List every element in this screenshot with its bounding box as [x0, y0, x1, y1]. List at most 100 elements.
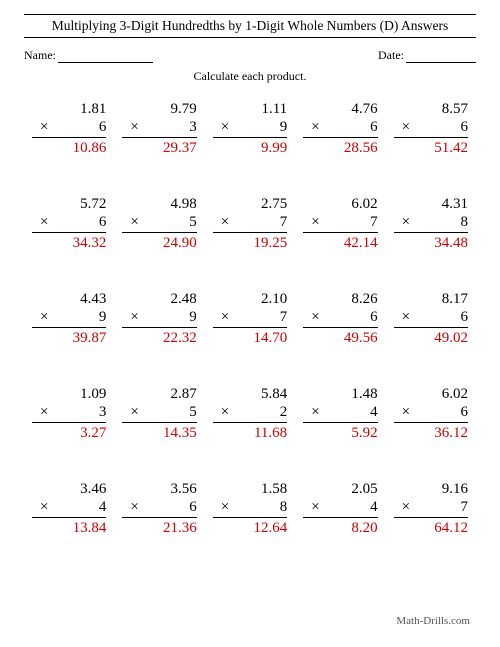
- answer: 51.42: [394, 138, 468, 157]
- answer: 10.86: [32, 138, 106, 157]
- multiply-symbol: ×: [32, 308, 48, 326]
- problem-cell: 9.16×764.12: [394, 480, 468, 537]
- multiplicand: 3.56: [122, 480, 196, 498]
- answer: 42.14: [303, 233, 377, 252]
- multiplier: 9: [189, 309, 197, 325]
- answer: 39.87: [32, 328, 106, 347]
- multiplier-row: ×4: [303, 498, 377, 518]
- multiplier: 8: [461, 214, 469, 230]
- multiplier-row: ×6: [32, 118, 106, 138]
- multiply-symbol: ×: [303, 213, 319, 231]
- answer: 28.56: [303, 138, 377, 157]
- name-field: Name:: [24, 48, 153, 63]
- footer-text: Math-Drills.com: [396, 615, 470, 627]
- multiply-symbol: ×: [32, 213, 48, 231]
- multiplier: 4: [370, 499, 378, 515]
- problem-cell: 8.57×651.42: [394, 100, 468, 157]
- multiply-symbol: ×: [32, 403, 48, 421]
- multiplier: 6: [99, 214, 107, 230]
- multiplier: 6: [99, 119, 107, 135]
- multiply-symbol: ×: [122, 118, 138, 136]
- multiplier: 4: [99, 499, 107, 515]
- problem-cell: 8.17×649.02: [394, 290, 468, 347]
- problem-cell: 1.11×99.99: [213, 100, 287, 157]
- problem-cell: 2.75×719.25: [213, 195, 287, 252]
- multiply-symbol: ×: [394, 498, 410, 516]
- multiplicand: 8.17: [394, 290, 468, 308]
- answer: 11.68: [213, 423, 287, 442]
- multiply-symbol: ×: [122, 403, 138, 421]
- multiplier: 6: [461, 309, 469, 325]
- multiplicand: 1.58: [213, 480, 287, 498]
- multiplicand: 8.57: [394, 100, 468, 118]
- multiplicand: 1.11: [213, 100, 287, 118]
- date-blank[interactable]: [406, 51, 476, 63]
- multiply-symbol: ×: [122, 498, 138, 516]
- problem-cell: 3.56×621.36: [122, 480, 196, 537]
- answer: 24.90: [122, 233, 196, 252]
- multiplicand: 6.02: [394, 385, 468, 403]
- multiplier-row: ×7: [303, 213, 377, 233]
- problem-cell: 8.26×649.56: [303, 290, 377, 347]
- problem-cell: 4.43×939.87: [32, 290, 106, 347]
- date-label: Date:: [378, 48, 404, 62]
- problem-cell: 5.84×211.68: [213, 385, 287, 442]
- multiplier-row: ×6: [394, 118, 468, 138]
- multiplicand: 8.26: [303, 290, 377, 308]
- problem-cell: 6.02×636.12: [394, 385, 468, 442]
- multiply-symbol: ×: [394, 308, 410, 326]
- answer: 5.92: [303, 423, 377, 442]
- answer: 29.37: [122, 138, 196, 157]
- multiply-symbol: ×: [394, 403, 410, 421]
- answer: 9.99: [213, 138, 287, 157]
- multiplicand: 6.02: [303, 195, 377, 213]
- multiplier-row: ×6: [394, 308, 468, 328]
- multiplier-row: ×4: [32, 498, 106, 518]
- problem-cell: 5.72×634.32: [32, 195, 106, 252]
- multiplier-row: ×6: [303, 118, 377, 138]
- answer: 21.36: [122, 518, 196, 537]
- multiplier: 8: [280, 499, 288, 515]
- multiply-symbol: ×: [32, 498, 48, 516]
- multiplier: 7: [280, 309, 288, 325]
- multiplicand: 4.43: [32, 290, 106, 308]
- multiplicand: 4.31: [394, 195, 468, 213]
- multiplicand: 9.16: [394, 480, 468, 498]
- problem-cell: 1.58×812.64: [213, 480, 287, 537]
- multiplicand: 2.48: [122, 290, 196, 308]
- problem-cell: 4.31×834.48: [394, 195, 468, 252]
- multiplicand: 3.46: [32, 480, 106, 498]
- multiplier-row: ×6: [32, 213, 106, 233]
- worksheet-page: Multiplying 3-Digit Hundredths by 1-Digi…: [0, 0, 500, 647]
- multiply-symbol: ×: [213, 308, 229, 326]
- multiply-symbol: ×: [394, 213, 410, 231]
- multiply-symbol: ×: [303, 308, 319, 326]
- answer: 14.70: [213, 328, 287, 347]
- name-label: Name:: [24, 48, 56, 62]
- multiplicand: 4.76: [303, 100, 377, 118]
- page-title: Multiplying 3-Digit Hundredths by 1-Digi…: [24, 14, 476, 38]
- multiplier: 9: [280, 119, 288, 135]
- multiplier-row: ×9: [32, 308, 106, 328]
- multiplier: 6: [461, 404, 469, 420]
- multiplier: 6: [370, 309, 378, 325]
- multiplier-row: ×9: [213, 118, 287, 138]
- multiplier: 4: [370, 404, 378, 420]
- multiplicand: 1.81: [32, 100, 106, 118]
- multiplicand: 5.72: [32, 195, 106, 213]
- multiplier: 6: [461, 119, 469, 135]
- multiplier: 3: [99, 404, 107, 420]
- answer: 3.27: [32, 423, 106, 442]
- multiply-symbol: ×: [213, 118, 229, 136]
- multiplier: 7: [280, 214, 288, 230]
- multiplier: 5: [189, 404, 197, 420]
- problem-cell: 4.98×524.90: [122, 195, 196, 252]
- answer: 14.35: [122, 423, 196, 442]
- multiplicand: 5.84: [213, 385, 287, 403]
- name-blank[interactable]: [58, 51, 153, 63]
- problem-cell: 1.81×610.86: [32, 100, 106, 157]
- problem-cell: 6.02×742.14: [303, 195, 377, 252]
- multiplier-row: ×6: [394, 403, 468, 423]
- multiply-symbol: ×: [122, 213, 138, 231]
- date-field: Date:: [378, 48, 476, 63]
